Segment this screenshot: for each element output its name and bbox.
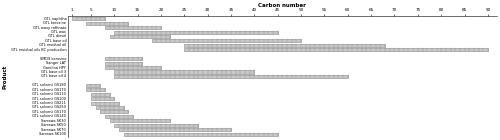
X-axis label: Carbon number: Carbon number [258,3,306,8]
Y-axis label: Product: Product [3,64,8,89]
